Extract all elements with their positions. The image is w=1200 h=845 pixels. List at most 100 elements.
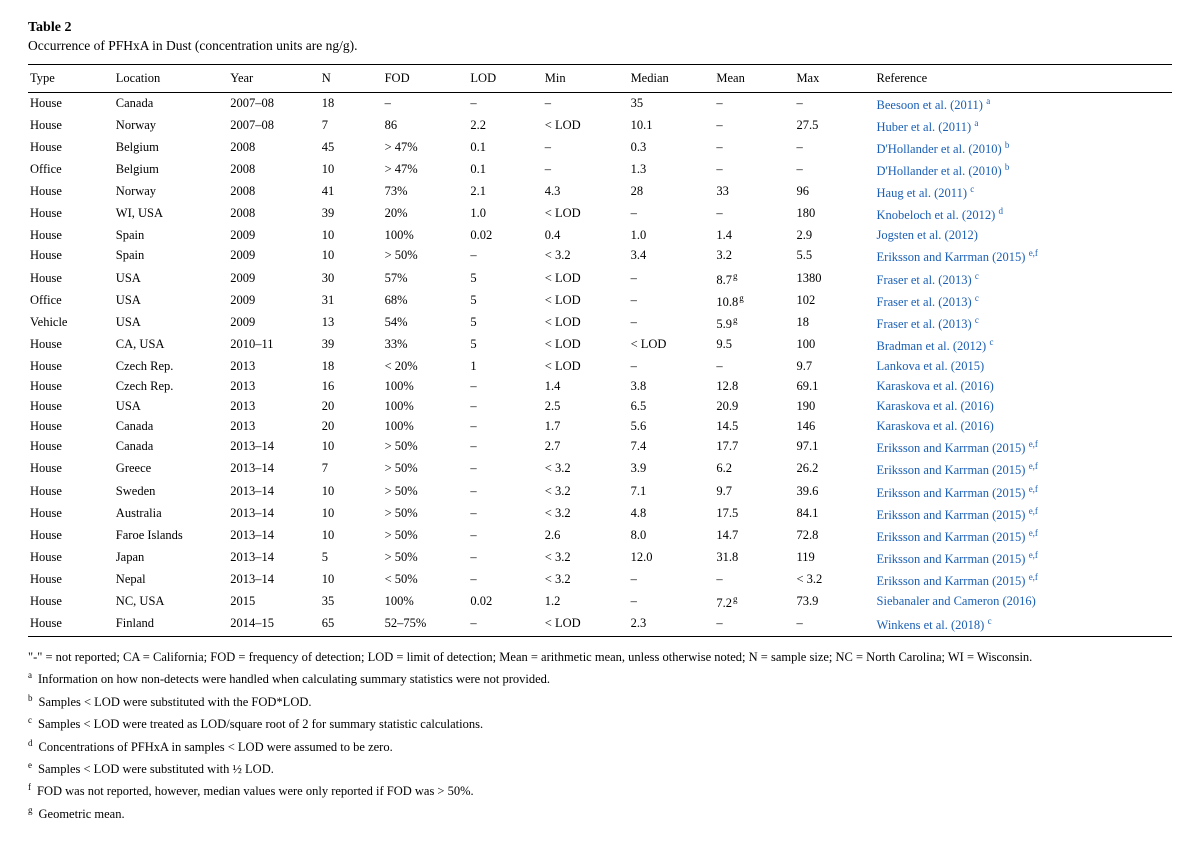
- table-cell: 84.1: [794, 503, 874, 525]
- reference-link[interactable]: Jogsten et al. (2012): [877, 228, 978, 242]
- table-cell: 52–75%: [383, 614, 469, 637]
- reference-link[interactable]: Knobeloch et al. (2012): [877, 208, 996, 222]
- table-cell: 180: [794, 204, 874, 226]
- table-cell: Czech Rep.: [114, 357, 228, 377]
- footnote-item: bSamples < LOD were substituted with the…: [28, 691, 1172, 713]
- table-cell: 2008: [228, 182, 320, 204]
- table-cell: 30: [320, 268, 383, 290]
- table-cell: 100%: [383, 592, 469, 614]
- reference-link[interactable]: Eriksson and Karrman (2015): [877, 552, 1026, 566]
- table-cell: –: [794, 159, 874, 181]
- table-caption: Occurrence of PFHxA in Dust (concentrati…: [28, 38, 1172, 54]
- table-cell: House: [28, 335, 114, 357]
- table-row: HouseCzech Rep.201318< 20%1< LOD––9.7Lan…: [28, 357, 1172, 377]
- table-cell: 17.5: [714, 503, 794, 525]
- table-cell: USA: [114, 397, 228, 417]
- table-cell: Belgium: [114, 159, 228, 181]
- reference-link[interactable]: Fraser et al. (2013): [877, 273, 972, 287]
- table-cell: > 47%: [383, 159, 469, 181]
- table-cell: 190: [794, 397, 874, 417]
- table-cell: Vehicle: [28, 312, 114, 334]
- table-cell: NC, USA: [114, 592, 228, 614]
- reference-link[interactable]: Eriksson and Karrman (2015): [877, 251, 1026, 265]
- table-cell: House: [28, 437, 114, 459]
- table-cell: 39: [320, 204, 383, 226]
- table-cell: 54%: [383, 312, 469, 334]
- reference-superscript: c: [968, 184, 974, 194]
- table-cell: House: [28, 115, 114, 137]
- table-cell: 3.9: [629, 459, 715, 481]
- reference-link[interactable]: Eriksson and Karrman (2015): [877, 441, 1026, 455]
- col-header: N: [320, 65, 383, 93]
- table-cell: 6.5: [629, 397, 715, 417]
- table-cell: < LOD: [543, 614, 629, 637]
- reference-superscript: a: [984, 96, 990, 106]
- reference-link[interactable]: Siebanaler and Cameron (2016): [877, 594, 1036, 608]
- table-cell: Canada: [114, 417, 228, 437]
- reference-link[interactable]: Winkens et al. (2018): [877, 619, 985, 633]
- table-cell: –: [629, 357, 715, 377]
- table-row: HouseCzech Rep.201316100%–1.43.812.869.1…: [28, 377, 1172, 397]
- table-cell: –: [468, 417, 542, 437]
- reference-link[interactable]: Karaskova et al. (2016): [877, 379, 994, 393]
- table-cell: 2.1: [468, 182, 542, 204]
- table-row: HouseNC, USA201535100%0.021.2–7.2g73.9Si…: [28, 592, 1172, 614]
- table-cell: Norway: [114, 115, 228, 137]
- table-cell: –: [794, 93, 874, 116]
- reference-link[interactable]: Beesoon et al. (2011): [877, 98, 983, 112]
- reference-link[interactable]: D'Hollander et al. (2010): [877, 164, 1002, 178]
- table-row: HouseNorway20084173%2.14.3283396Haug et …: [28, 182, 1172, 204]
- footnote-label: c: [28, 715, 32, 725]
- table-row: HouseCanada2013–1410> 50%–2.77.417.797.1…: [28, 437, 1172, 459]
- footnote-text: Samples < LOD were treated as LOD/square…: [38, 717, 483, 731]
- table-cell: –: [714, 357, 794, 377]
- reference-link[interactable]: D'Hollander et al. (2010): [877, 142, 1002, 156]
- table-cell: –: [714, 614, 794, 637]
- table-cell: 10: [320, 481, 383, 503]
- reference-link[interactable]: Bradman et al. (2012): [877, 339, 987, 353]
- table-cell: 10: [320, 570, 383, 592]
- reference-link[interactable]: Eriksson and Karrman (2015): [877, 464, 1026, 478]
- reference-link[interactable]: Karaskova et al. (2016): [877, 399, 994, 413]
- reference-link[interactable]: Huber et al. (2011): [877, 120, 972, 134]
- reference-cell: Beesoon et al. (2011) a: [875, 93, 1172, 116]
- table-number: Table 2: [28, 20, 1172, 36]
- reference-link[interactable]: Fraser et al. (2013): [877, 317, 972, 331]
- reference-cell: D'Hollander et al. (2010) b: [875, 159, 1172, 181]
- reference-superscript: e,f: [1026, 550, 1038, 560]
- reference-cell: Eriksson and Karrman (2015) e,f: [875, 548, 1172, 570]
- reference-link[interactable]: Eriksson and Karrman (2015): [877, 486, 1026, 500]
- table-row: OfficeUSA20093168%5< LOD–10.8g102Fraser …: [28, 290, 1172, 312]
- table-cell: House: [28, 481, 114, 503]
- table-cell: 10: [320, 503, 383, 525]
- reference-link[interactable]: Haug et al. (2011): [877, 186, 967, 200]
- reference-superscript: c: [973, 315, 979, 325]
- table-cell: 100%: [383, 377, 469, 397]
- reference-link[interactable]: Eriksson and Karrman (2015): [877, 574, 1026, 588]
- footnote-label: g: [28, 805, 33, 815]
- table-cell: –: [468, 459, 542, 481]
- table-cell: House: [28, 268, 114, 290]
- table-cell: 5.9g: [714, 312, 794, 334]
- table-cell: 5: [320, 548, 383, 570]
- table-cell: –: [468, 481, 542, 503]
- reference-link[interactable]: Eriksson and Karrman (2015): [877, 508, 1026, 522]
- footnote-text: Samples < LOD were substituted with ½ LO…: [38, 762, 274, 776]
- table-cell: –: [468, 437, 542, 459]
- reference-link[interactable]: Fraser et al. (2013): [877, 295, 972, 309]
- table-cell: 7.2g: [714, 592, 794, 614]
- table-cell: 65: [320, 614, 383, 637]
- table-cell: Australia: [114, 503, 228, 525]
- table-row: HouseBelgium200845> 47%0.1–0.3––D'Hollan…: [28, 137, 1172, 159]
- table-cell: > 50%: [383, 503, 469, 525]
- table-cell: House: [28, 204, 114, 226]
- reference-link[interactable]: Lankova et al. (2015): [877, 359, 985, 373]
- reference-link[interactable]: Karaskova et al. (2016): [877, 419, 994, 433]
- table-cell: 100%: [383, 226, 469, 246]
- reference-superscript: e,f: [1026, 248, 1038, 258]
- table-cell: –: [714, 204, 794, 226]
- table-cell: < 50%: [383, 570, 469, 592]
- reference-link[interactable]: Eriksson and Karrman (2015): [877, 530, 1026, 544]
- table-cell: 3.2: [714, 246, 794, 268]
- table-cell: 2.7: [543, 437, 629, 459]
